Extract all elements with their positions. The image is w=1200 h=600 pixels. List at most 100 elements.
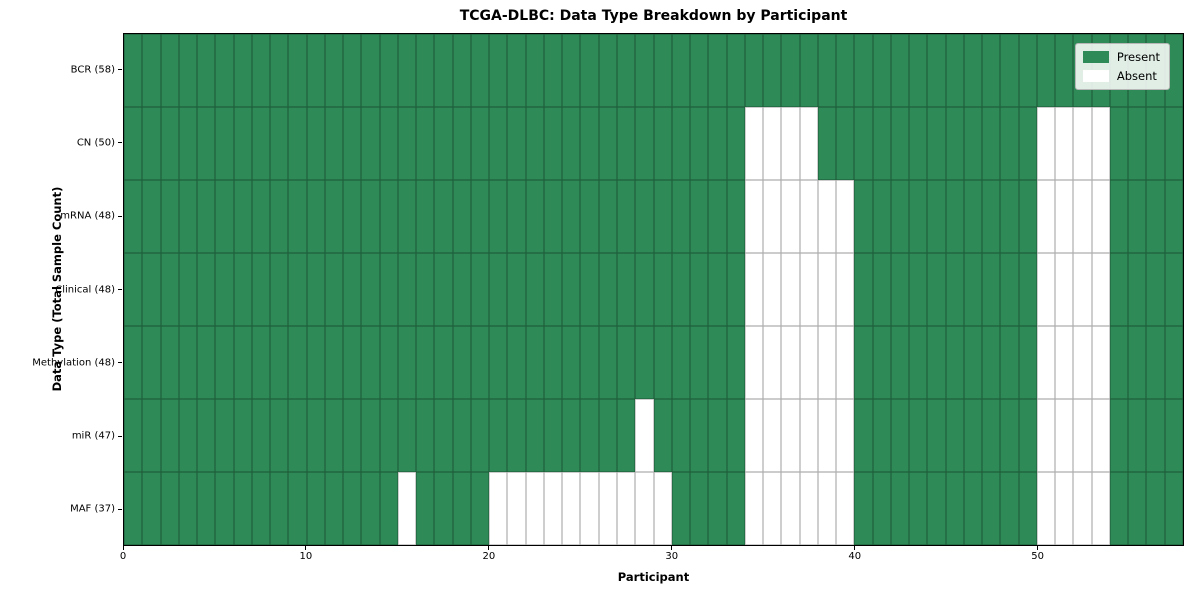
heatmap-cell bbox=[854, 472, 873, 545]
heatmap-cell bbox=[215, 399, 234, 472]
heatmap-cell bbox=[1073, 107, 1092, 180]
heatmap-cell bbox=[744, 180, 764, 253]
heatmap-cell bbox=[580, 472, 599, 545]
heatmap-cell bbox=[872, 107, 891, 180]
heatmap-cell bbox=[452, 180, 471, 253]
heatmap-cell bbox=[909, 107, 928, 180]
heatmap-cell bbox=[379, 180, 398, 253]
heatmap-cell bbox=[233, 472, 252, 545]
heatmap-cell bbox=[890, 34, 910, 107]
heatmap-cell bbox=[854, 326, 873, 399]
heatmap-cell bbox=[690, 326, 709, 399]
heatmap-cell bbox=[817, 107, 837, 180]
x-tick-mark bbox=[1037, 546, 1039, 550]
heatmap-cell bbox=[562, 472, 581, 545]
y-tick-label: miR (47) bbox=[71, 430, 115, 442]
heatmap-cell bbox=[197, 326, 216, 399]
heatmap-cell bbox=[525, 180, 544, 253]
heatmap-cell bbox=[817, 253, 837, 326]
y-tick-mark bbox=[118, 69, 122, 71]
heatmap-cell bbox=[124, 107, 143, 180]
heatmap-cell bbox=[270, 180, 289, 253]
heatmap-cell bbox=[817, 34, 837, 107]
heatmap-cell bbox=[635, 107, 654, 180]
heatmap-cell bbox=[324, 180, 344, 253]
heatmap-cell bbox=[744, 34, 764, 107]
x-tick-label: 20 bbox=[482, 551, 496, 562]
heatmap-cell bbox=[580, 180, 599, 253]
heatmap-cell bbox=[1000, 472, 1019, 545]
heatmap-cell bbox=[324, 34, 344, 107]
heatmap-cell bbox=[562, 253, 581, 326]
heatmap-cell bbox=[854, 34, 873, 107]
heatmap-cell bbox=[580, 326, 599, 399]
y-tick-label: MAF (37) bbox=[70, 503, 115, 515]
heatmap-cell bbox=[251, 326, 271, 399]
heatmap-cell bbox=[945, 253, 964, 326]
heatmap-cell bbox=[671, 34, 691, 107]
heatmap-cell bbox=[781, 472, 800, 545]
heatmap-cell bbox=[799, 34, 818, 107]
heatmap-cell bbox=[452, 399, 471, 472]
heatmap-cell bbox=[306, 34, 325, 107]
heatmap-cell bbox=[836, 107, 855, 180]
heatmap-cell bbox=[854, 107, 873, 180]
heatmap-cell bbox=[836, 34, 855, 107]
heatmap-cell bbox=[781, 253, 800, 326]
heatmap-cell bbox=[324, 107, 344, 180]
heatmap-cell bbox=[726, 472, 745, 545]
heatmap-cell bbox=[1000, 34, 1019, 107]
heatmap-cell bbox=[215, 472, 234, 545]
heatmap-cell bbox=[616, 180, 636, 253]
heatmap-cell bbox=[233, 399, 252, 472]
heatmap-cell bbox=[434, 34, 453, 107]
heatmap-cell bbox=[1055, 107, 1074, 180]
heatmap-cell bbox=[909, 399, 928, 472]
heatmap-cell bbox=[124, 180, 143, 253]
heatmap-cell bbox=[982, 472, 1001, 545]
heatmap-cell bbox=[1055, 180, 1074, 253]
heatmap-cell bbox=[543, 253, 563, 326]
x-tick-label: 50 bbox=[1031, 551, 1045, 562]
heatmap-cell bbox=[671, 399, 691, 472]
heatmap-cell bbox=[343, 180, 362, 253]
heatmap-cell bbox=[416, 326, 435, 399]
heatmap-cell bbox=[288, 107, 307, 180]
heatmap-cell bbox=[1109, 472, 1129, 545]
heatmap-cell bbox=[543, 399, 563, 472]
heatmap-row-BCR bbox=[124, 34, 1183, 107]
heatmap-cell bbox=[361, 253, 380, 326]
x-tick-mark bbox=[305, 546, 307, 550]
heatmap-cell bbox=[909, 253, 928, 326]
x-tick-mark bbox=[122, 546, 124, 550]
heatmap-cell bbox=[233, 326, 252, 399]
heatmap-cell bbox=[142, 399, 161, 472]
heatmap-cell bbox=[872, 326, 891, 399]
heatmap-cell bbox=[507, 34, 526, 107]
heatmap-cell bbox=[1055, 253, 1074, 326]
heatmap-cell bbox=[251, 253, 271, 326]
x-tick-label: 40 bbox=[848, 551, 862, 562]
heatmap-cell bbox=[817, 180, 837, 253]
heatmap-cell bbox=[744, 399, 764, 472]
y-tick-mark bbox=[118, 435, 122, 437]
heatmap-cell bbox=[836, 472, 855, 545]
heatmap-cell bbox=[982, 399, 1001, 472]
heatmap-cell bbox=[1146, 180, 1165, 253]
heatmap-cell bbox=[854, 399, 873, 472]
heatmap-cell bbox=[635, 472, 654, 545]
heatmap-cell bbox=[142, 253, 161, 326]
heatmap-cell bbox=[397, 472, 417, 545]
heatmap-cell bbox=[452, 326, 471, 399]
y-tick-mark bbox=[118, 362, 122, 364]
heatmap-cell bbox=[708, 326, 727, 399]
heatmap-cell bbox=[726, 399, 745, 472]
heatmap-cell bbox=[890, 107, 910, 180]
heatmap-cell bbox=[726, 253, 745, 326]
heatmap-cell bbox=[799, 253, 818, 326]
heatmap-cell bbox=[872, 180, 891, 253]
heatmap-cell bbox=[416, 180, 435, 253]
heatmap-cell bbox=[982, 107, 1001, 180]
heatmap-cell bbox=[653, 399, 672, 472]
